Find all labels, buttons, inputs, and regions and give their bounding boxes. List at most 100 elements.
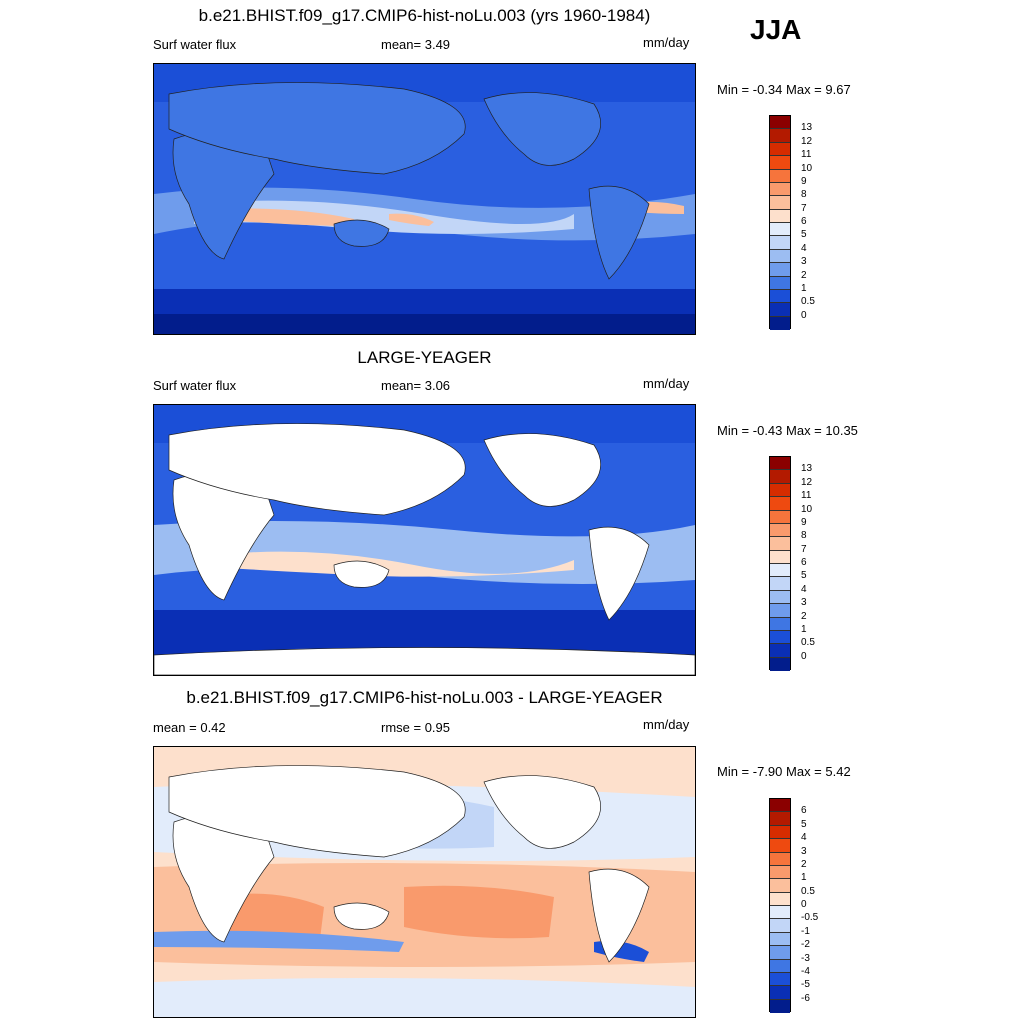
colorbar-segment — [770, 457, 790, 471]
colorbar-tick-label: 6 — [801, 557, 807, 568]
colorbar-segment — [770, 289, 790, 304]
colorbar-tick-label: 4 — [801, 832, 807, 844]
colorbar-tick-label: 12 — [801, 476, 813, 488]
colorbar-tick-label: 8 — [801, 189, 807, 201]
colorbar-segment — [770, 129, 790, 143]
colorbar-tick-label: 1 — [801, 623, 807, 635]
colorbar-segment — [770, 209, 790, 223]
panel-3-rmse-label: rmse = 0.95 — [381, 720, 451, 735]
colorbar-tick-label: 4 — [801, 583, 807, 595]
colorbar-segment — [770, 946, 790, 960]
colorbar-segment — [770, 249, 790, 264]
colorbar-tick-label: 3 — [801, 597, 807, 609]
colorbar-tick-label: 12 — [801, 135, 813, 147]
panel-3-colorbar — [769, 798, 791, 1013]
colorbar-segment — [770, 537, 790, 551]
colorbar-segment — [770, 825, 790, 840]
colorbar-segment — [770, 470, 790, 484]
colorbar-tick-label: -0.5 — [801, 912, 819, 924]
colorbar-tick-label: 5 — [801, 818, 807, 830]
colorbar-segment — [770, 617, 790, 631]
panel-1-map — [153, 63, 696, 335]
panel-2-map — [153, 404, 696, 676]
panel-3-title: b.e21.BHIST.f09_g17.CMIP6-hist-noLu.003 … — [186, 688, 663, 707]
colorbar-tick-label: 0 — [801, 899, 807, 910]
colorbar-segment — [770, 986, 790, 1000]
colorbar-tick-label: 0.5 — [801, 296, 815, 308]
colorbar-segment — [770, 577, 790, 591]
colorbar-tick-label: 9 — [801, 516, 807, 528]
colorbar-segment — [770, 564, 790, 578]
colorbar-segment — [770, 550, 790, 564]
panel-2-title: LARGE-YEAGER — [357, 348, 492, 367]
colorbar-segment — [770, 812, 790, 826]
panel-2-mean-label: mean= 3.06 — [381, 378, 451, 393]
colorbar-segment — [770, 316, 790, 330]
colorbar-tick-label: 7 — [801, 543, 807, 555]
colorbar-segment — [770, 156, 790, 170]
colorbar-segment — [770, 839, 790, 853]
colorbar-segment — [770, 223, 790, 237]
colorbar-segment — [770, 932, 790, 947]
colorbar-tick-label: 2 — [801, 858, 807, 870]
colorbar-segment — [770, 116, 790, 130]
colorbar-segment — [770, 879, 790, 893]
panel-2-left-label: Surf water flux — [153, 378, 237, 393]
colorbar-segment — [770, 865, 790, 880]
colorbar-tick-label: 2 — [801, 269, 807, 281]
colorbar-tick-label: 6 — [801, 805, 807, 817]
panel-3-minmax: Min = -7.90 Max = 5.42 — [717, 764, 851, 779]
colorbar-tick-label: 0 — [801, 309, 807, 321]
colorbar-segment — [770, 852, 790, 866]
colorbar-tick-label: 5 — [801, 229, 807, 241]
colorbar-segment — [770, 959, 790, 973]
colorbar-tick-label: 13 — [801, 122, 813, 134]
colorbar-tick-label: 10 — [801, 503, 813, 515]
colorbar-segment — [770, 999, 790, 1013]
colorbar-segment — [770, 972, 790, 987]
colorbar-tick-label: 3 — [801, 256, 807, 268]
colorbar-tick-label: 0 — [801, 650, 807, 662]
colorbar-tick-label: -1 — [801, 925, 810, 937]
colorbar-tick-label: -4 — [801, 965, 810, 977]
colorbar-segment — [770, 169, 790, 183]
colorbar-segment — [770, 630, 790, 645]
panel-1-mean-label: mean= 3.49 — [381, 37, 451, 52]
panel-3-mean-label: mean = 0.42 — [153, 720, 226, 735]
colorbar-tick-label: 11 — [801, 490, 812, 502]
colorbar-segment — [770, 236, 790, 250]
colorbar-tick-label: 13 — [801, 463, 813, 475]
colorbar-tick-label: 4 — [801, 242, 807, 254]
season-label: JJA — [750, 14, 802, 45]
colorbar-segment — [770, 919, 790, 933]
colorbar-segment — [770, 263, 790, 277]
panel-1-minmax: Min = -0.34 Max = 9.67 — [717, 82, 851, 97]
colorbar-segment — [770, 276, 790, 290]
colorbar-segment — [770, 497, 790, 511]
panel-1-left-label: Surf water flux — [153, 37, 237, 52]
colorbar-tick-label: 0.5 — [801, 637, 815, 649]
colorbar-tick-label: -2 — [801, 939, 810, 951]
colorbar-tick-label: 9 — [801, 175, 807, 187]
colorbar-tick-label: 11 — [801, 149, 812, 161]
colorbar-segment — [770, 523, 790, 538]
colorbar-segment — [770, 799, 790, 813]
panel-2-minmax: Min = -0.43 Max = 10.35 — [717, 423, 858, 438]
panel-3-units: mm/day — [643, 717, 690, 732]
colorbar-segment — [770, 604, 790, 618]
colorbar-tick-label: 0.5 — [801, 885, 815, 897]
panel-1-colorbar — [769, 115, 791, 330]
colorbar-segment — [770, 906, 790, 920]
colorbar-tick-label: 3 — [801, 845, 807, 857]
colorbar-segment — [770, 483, 790, 498]
colorbar-tick-label: -6 — [801, 992, 810, 1004]
colorbar-segment — [770, 510, 790, 524]
colorbar-segment — [770, 196, 790, 210]
colorbar-segment — [770, 182, 790, 197]
panel-3-map — [153, 746, 696, 1018]
panel-2-units: mm/day — [643, 376, 690, 391]
panel-1-title: b.e21.BHIST.f09_g17.CMIP6-hist-noLu.003 … — [198, 6, 651, 25]
colorbar-tick-label: -5 — [801, 979, 810, 991]
colorbar-tick-label: 10 — [801, 162, 813, 174]
colorbar-tick-label: 8 — [801, 530, 807, 542]
